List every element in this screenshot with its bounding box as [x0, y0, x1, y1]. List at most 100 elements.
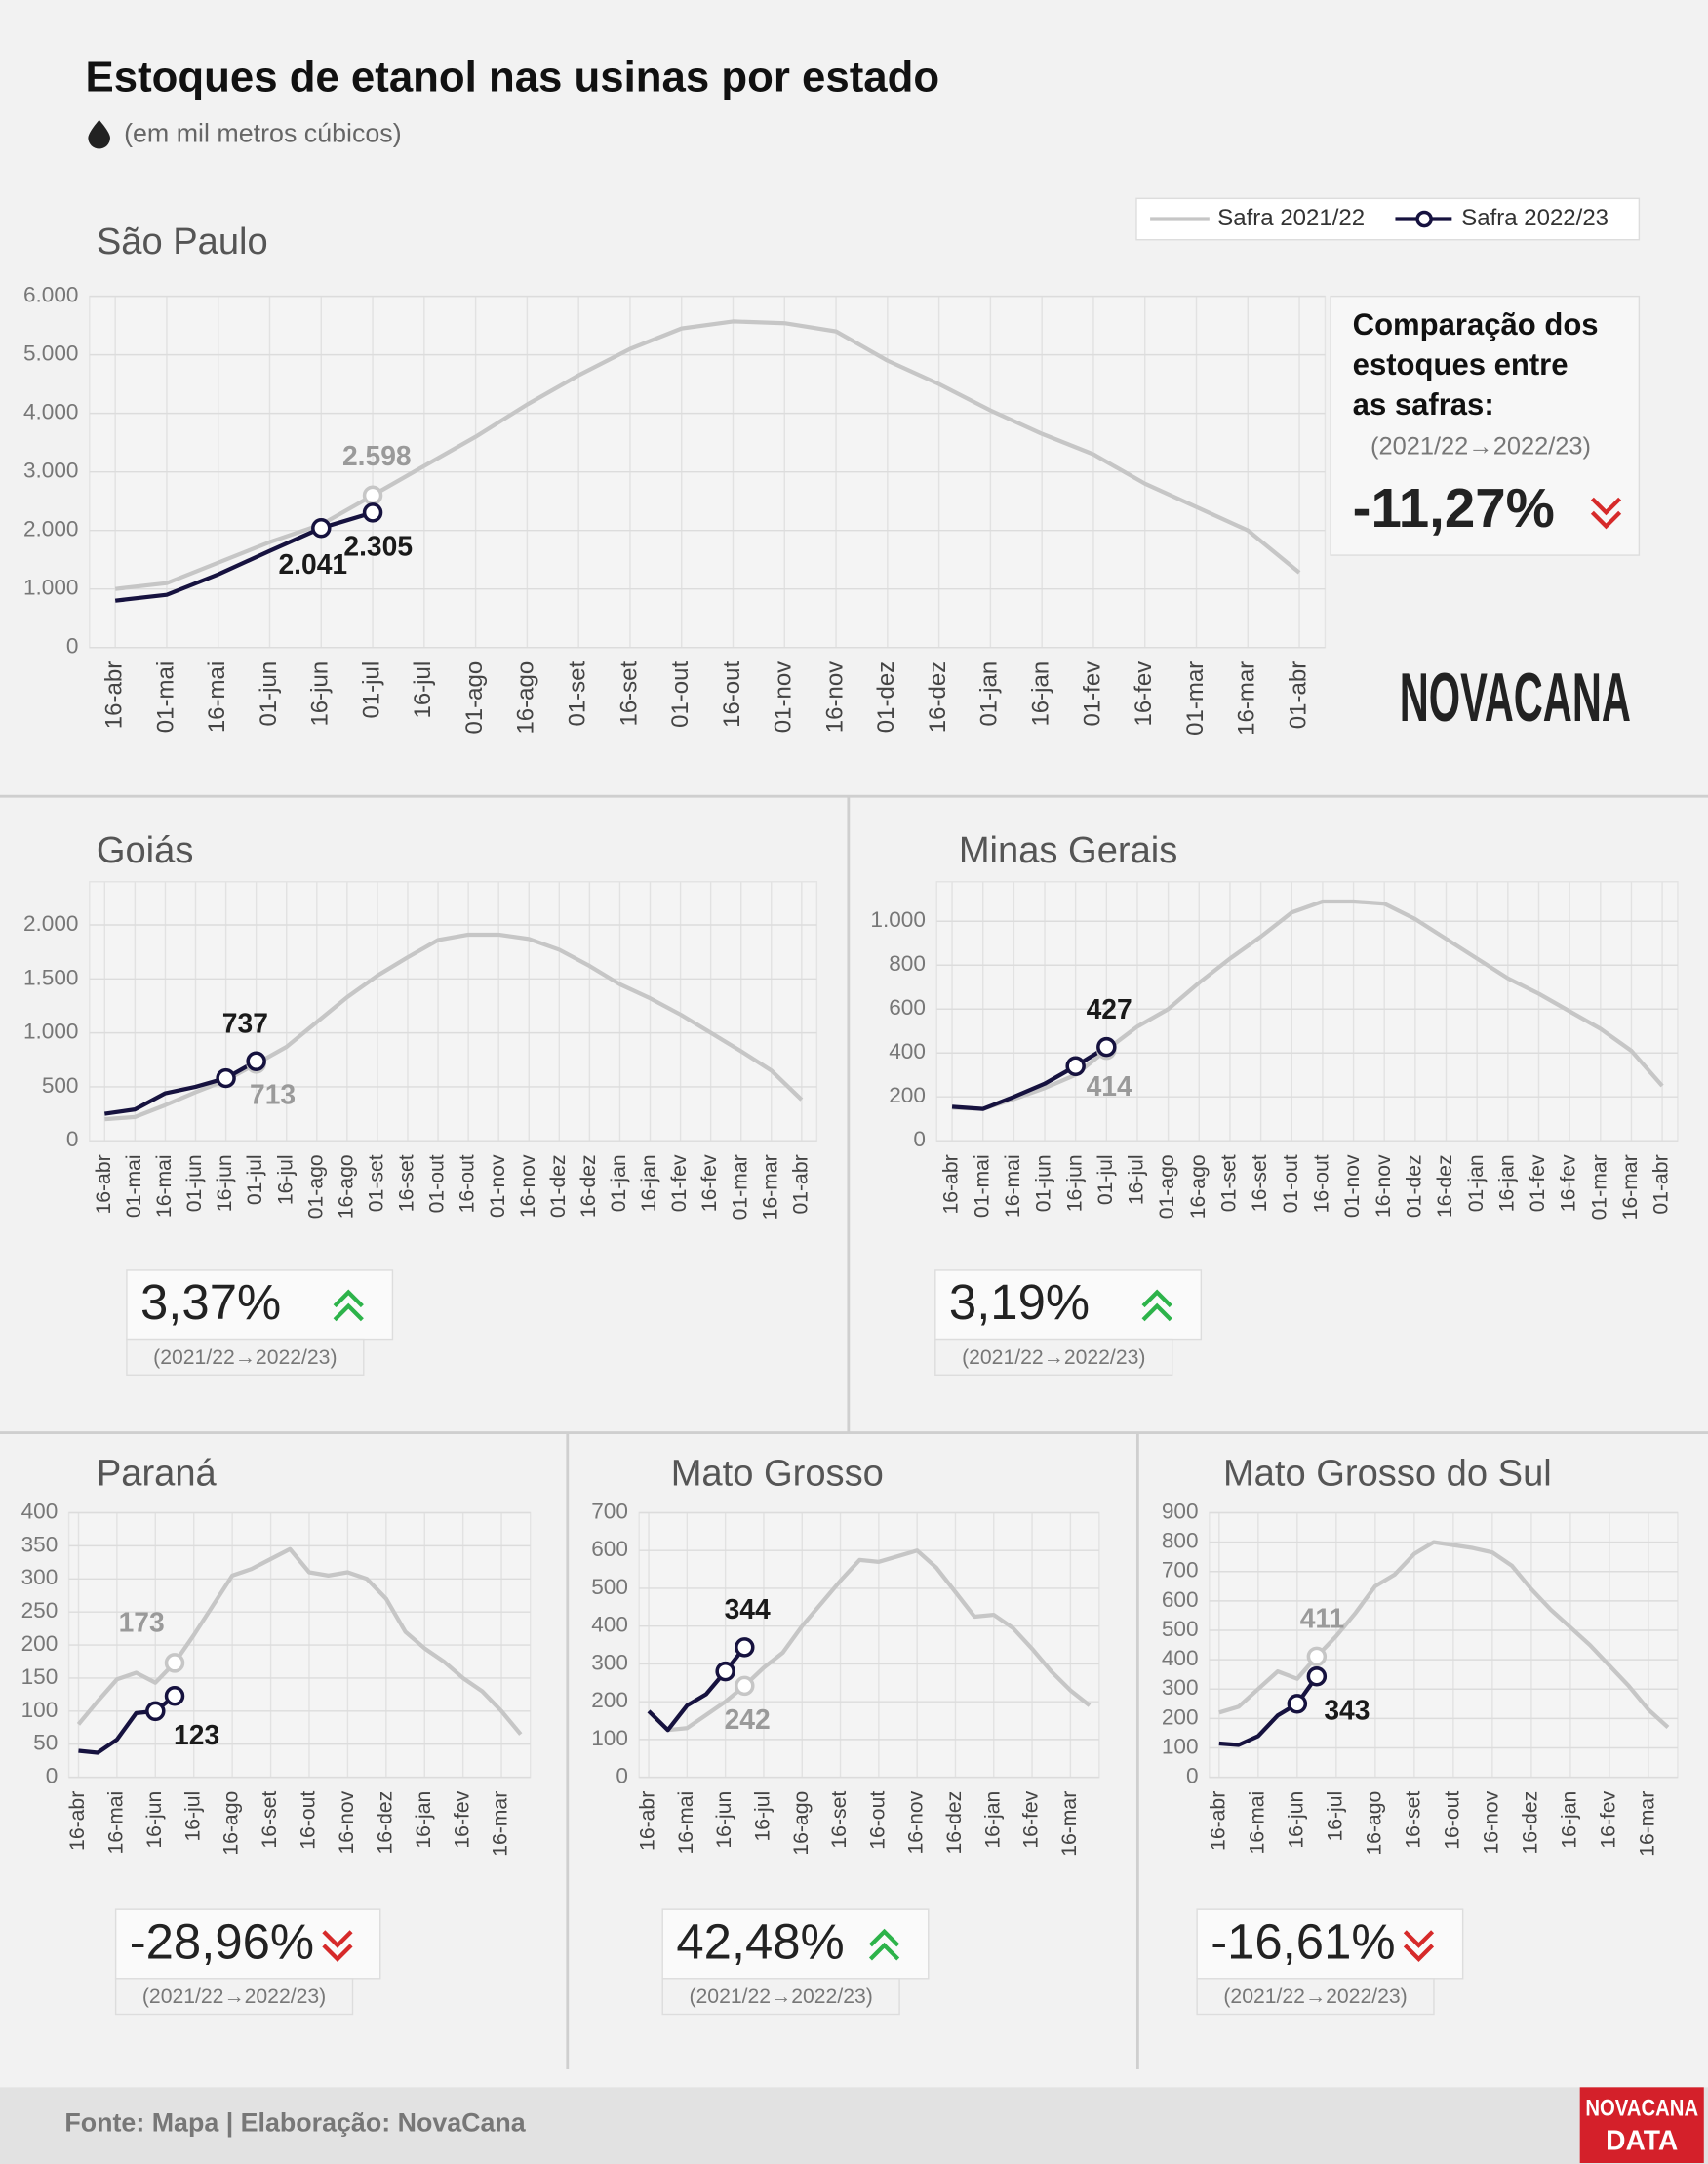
x-tick-label: 01-out	[426, 1154, 449, 1213]
y-tick-label: 200	[1162, 1704, 1199, 1729]
x-tick-label: 01-jun	[256, 661, 282, 727]
point-marker	[246, 1051, 266, 1071]
x-tick-label: 16-set	[1249, 1154, 1271, 1212]
y-tick-label: 100	[1162, 1734, 1199, 1758]
separators	[0, 794, 1708, 2069]
x-tick-label: 16-abr	[637, 1791, 659, 1851]
legend-label: Safra 2022/23	[1461, 205, 1609, 231]
point-marker	[145, 1701, 166, 1722]
y-tick-label: 200	[889, 1083, 926, 1107]
x-tick-label: 16-mar	[1619, 1154, 1642, 1220]
x-tick-label: 16-out	[719, 661, 745, 727]
trend-arrow	[1403, 1944, 1435, 1963]
chart-title: Goiás	[97, 829, 194, 871]
x-tick-label: 01-mai	[123, 1154, 145, 1218]
x-tick-label: 01-jul	[1094, 1154, 1117, 1205]
x-tick-label: 16-nov	[1372, 1154, 1395, 1218]
x-tick-label: 16-ago	[335, 1154, 357, 1219]
y-tick-label: 0	[1186, 1764, 1199, 1788]
x-tick-label: 16-jun	[713, 1791, 735, 1849]
x-tick-label: 16-mai	[1002, 1154, 1024, 1218]
chart-title: Mato Grosso	[671, 1452, 884, 1494]
x-tick-label: 01-jun	[183, 1154, 206, 1212]
comparison-box	[1330, 295, 1641, 556]
x-tick-label: 16-jan	[638, 1154, 660, 1212]
y-tick-label: 300	[21, 1565, 59, 1589]
x-tick-label: 01-abr	[789, 1154, 812, 1214]
x-tick-label: 01-jan	[608, 1154, 630, 1212]
x-tick-label: 16-out	[1311, 1154, 1333, 1213]
y-tick-label: 2.000	[23, 517, 79, 541]
y-tick-label: 50	[33, 1731, 58, 1755]
data-label: 343	[1324, 1694, 1370, 1725]
data-label: 411	[1300, 1603, 1345, 1634]
chart-title: Minas Gerais	[959, 829, 1178, 871]
x-tick-label: 16-dez	[925, 661, 951, 733]
y-tick-label: 800	[889, 951, 926, 976]
x-tick-label: 16-dez	[374, 1791, 396, 1855]
data-label: 2.598	[342, 440, 412, 471]
data-label: 2.041	[278, 548, 347, 580]
x-tick-label: 16-mar	[1637, 1791, 1659, 1857]
data-label: 123	[174, 1719, 219, 1750]
period-box	[661, 1978, 900, 2016]
y-tick-label: 400	[889, 1039, 926, 1063]
x-tick-label: 01-out	[1280, 1154, 1302, 1213]
x-tick-label: 16-jul	[752, 1791, 775, 1842]
point-marker	[216, 1067, 236, 1089]
change-value: 3,19%	[949, 1274, 1090, 1330]
change-value: 3,37%	[140, 1274, 281, 1330]
x-tick-label: 16-out	[298, 1791, 320, 1850]
change-period: (2021/22→2022/23)	[1223, 1985, 1407, 2008]
point-marker	[1306, 1666, 1328, 1687]
x-tick-label: 16-jul	[181, 1791, 204, 1842]
data-label: 173	[119, 1606, 165, 1637]
x-tick-label: 16-jul	[1126, 1154, 1148, 1205]
trend-arrow	[1141, 1289, 1172, 1308]
x-tick-label: 16-ago	[1363, 1791, 1385, 1856]
x-tick-label: 01-abr	[1650, 1154, 1673, 1214]
x-tick-label: 16-mai	[675, 1791, 697, 1855]
plot-area	[935, 881, 1679, 1142]
footer-logo: NOVACANA	[1585, 2095, 1698, 2121]
x-tick-label: 16-set	[828, 1791, 851, 1849]
period-box	[934, 1338, 1173, 1376]
x-tick-label: 16-set	[616, 661, 642, 726]
change-value: -28,96%	[130, 1913, 314, 1969]
change-value: -16,61%	[1211, 1913, 1395, 1969]
x-tick-label: 01-jan	[976, 661, 1003, 727]
trend-arrow	[1590, 510, 1622, 530]
x-tick-label: 01-ago	[304, 1154, 327, 1219]
point-marker	[311, 517, 332, 539]
y-tick-label: 500	[591, 1575, 628, 1599]
y-tick-label: 200	[591, 1688, 628, 1712]
x-tick-label: 16-set	[1402, 1791, 1424, 1849]
y-tick-label: 900	[1162, 1499, 1199, 1523]
x-tick-label: 01-out	[667, 661, 694, 727]
x-tick-label: 16-dez	[1434, 1154, 1456, 1218]
trend-arrow	[1590, 497, 1622, 516]
point-marker	[1065, 1056, 1086, 1076]
x-tick-label: 16-abr	[66, 1791, 89, 1851]
x-tick-label: 01-ago	[461, 661, 488, 735]
y-tick-label: 350	[21, 1532, 59, 1556]
x-tick-label: 16-mai	[153, 1154, 176, 1218]
x-tick-label: 16-jun	[307, 661, 334, 727]
x-tick-label: 16-nov	[821, 661, 848, 733]
x-tick-label: 16-jul	[1324, 1791, 1346, 1842]
x-tick-label: 01-fev	[1527, 1154, 1549, 1212]
x-tick-label: 16-jan	[981, 1791, 1004, 1849]
trend-arrow	[322, 1944, 353, 1963]
change-value: 42,48%	[676, 1913, 844, 1969]
x-tick-label: 01-jul	[244, 1154, 266, 1205]
x-tick-label: 16-nov	[336, 1790, 358, 1854]
comparison-heading: Comparação dos	[1353, 307, 1599, 341]
trend-arrow	[868, 1928, 900, 1947]
y-tick-label: 5.000	[23, 341, 79, 366]
x-tick-label: 16-nov	[905, 1790, 928, 1854]
chart-title: Paraná	[97, 1452, 218, 1494]
x-tick-label: 16-jun	[1063, 1154, 1086, 1212]
x-tick-label: 01-set	[565, 661, 591, 726]
point-marker	[164, 1686, 185, 1706]
